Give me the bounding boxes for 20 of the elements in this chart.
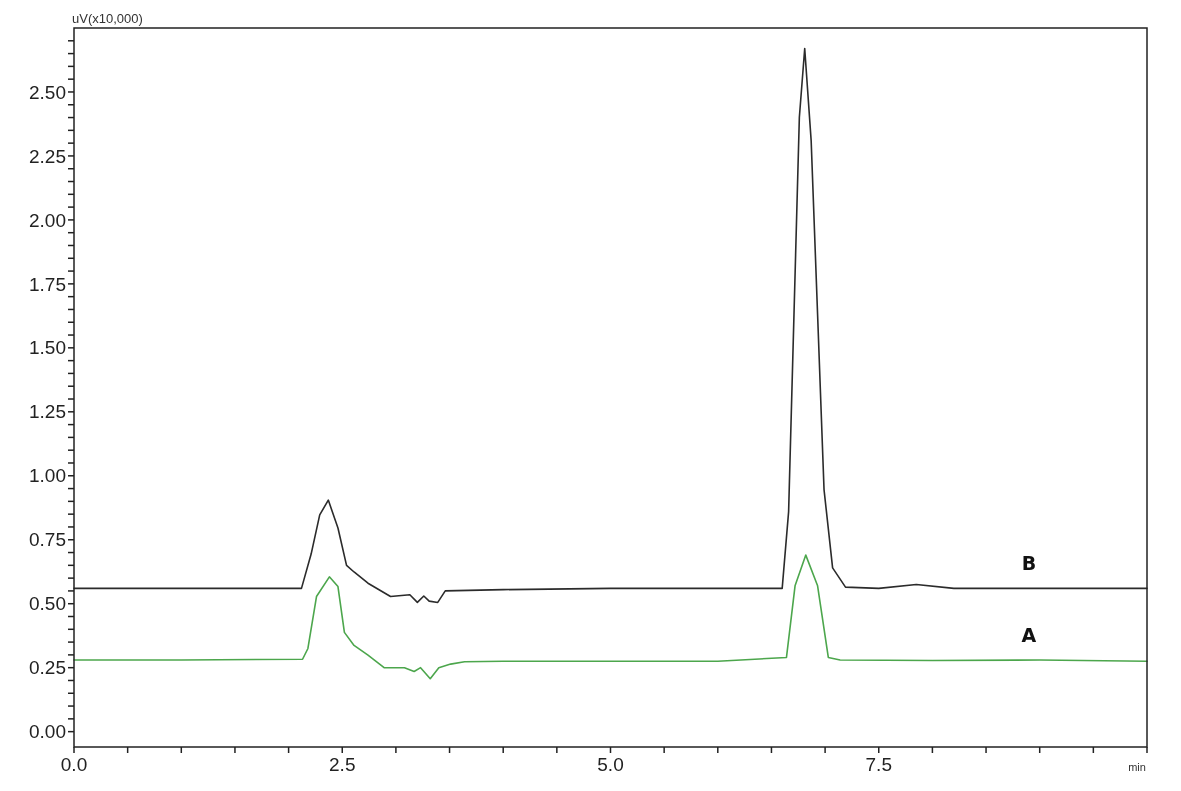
y-tick-label: 1.25 xyxy=(29,401,66,423)
x-tick-label: 7.5 xyxy=(865,754,892,775)
series-label: B xyxy=(1021,552,1037,575)
y-tick-label: 0.50 xyxy=(29,593,66,615)
x-tick-label: 5.0 xyxy=(597,754,624,775)
y-tick-label: 0.25 xyxy=(29,657,66,679)
line-series xyxy=(73,554,1148,680)
y-tick-label: 1.50 xyxy=(29,337,66,359)
x-tick-label: 0.0 xyxy=(60,754,88,775)
x-axis-title: min xyxy=(1128,761,1146,773)
y-tick-label: 0.75 xyxy=(29,529,66,551)
y-tick-label: 0.00 xyxy=(29,721,66,743)
y-tick-label: 2.50 xyxy=(29,81,66,103)
y-tick-label: 1.75 xyxy=(29,273,66,295)
y-axis-title: uV(x10,000) xyxy=(72,11,143,26)
series-label: A xyxy=(1021,624,1037,646)
x-tick-label: 2.5 xyxy=(329,754,356,775)
y-tick-label: 2.00 xyxy=(29,209,66,231)
y-tick-label: 1.00 xyxy=(29,465,66,487)
y-tick-label: 2.25 xyxy=(29,145,66,167)
